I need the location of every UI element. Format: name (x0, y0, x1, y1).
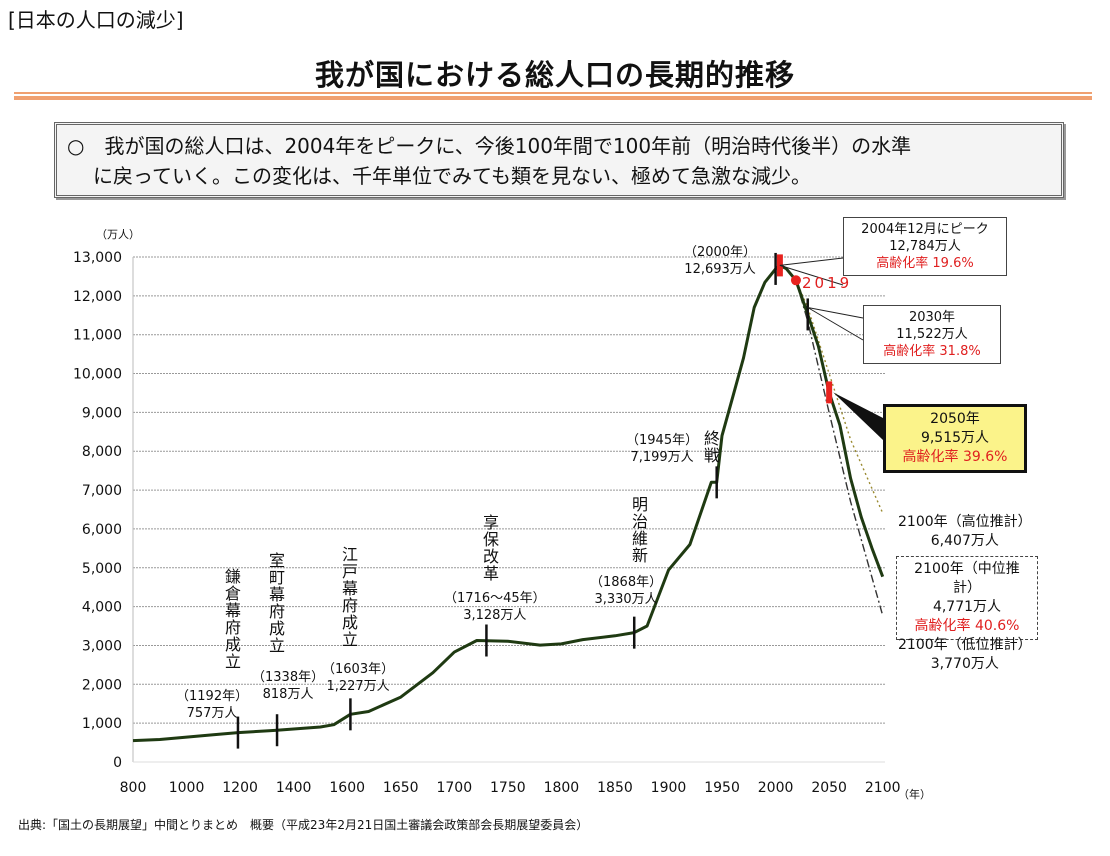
annotation-kamakura: （1192年） 757万人 (176, 689, 249, 721)
source-note: 出典:「国土の長期展望」中間とりまとめ 概要（平成23年2月21日国土審議会政策… (18, 818, 589, 832)
callout-2100-mid: 2100年（中位推計） 4,771万人 高齢化率 40.6% (896, 556, 1038, 640)
y-tick-label: 13,000 (73, 250, 122, 266)
y-tick-label: 6,000 (82, 522, 122, 538)
page-title: 我が国における総人口の長期的推移 (314, 58, 795, 92)
series-line-solid (132, 263, 885, 743)
callout-leader (779, 257, 844, 286)
callout-2030: 2030年 11,522万人 高齢化率 31.8% (863, 305, 1001, 364)
event-edo: 江戸幕府成立 (339, 546, 358, 648)
annotation-2000: （2000年） 12,693万人 (684, 245, 757, 277)
y-axis-label: （万人） (96, 228, 140, 241)
event-muromachi: 室町幕府成立 (266, 552, 285, 654)
x-tick-label: 1900 (651, 780, 687, 796)
x-tick-label: 1650 (383, 780, 419, 796)
x-tick-label: 1000 (169, 780, 205, 796)
y-tick-label: 11,000 (73, 328, 122, 344)
x-axis-label: （年） (898, 788, 931, 801)
annotation-muromachi: （1338年） 818万人 (252, 670, 325, 702)
callout-pointer (833, 392, 883, 440)
y-tick-label: 5,000 (82, 561, 122, 577)
highlight-marker (826, 381, 833, 404)
x-tick-label: 1850 (597, 780, 633, 796)
label-2100-high: 2100年（高位推計） 6,407万人 (898, 514, 1032, 549)
x-tick-label: 2100 (865, 780, 901, 796)
event-meiji: 明治維新 (629, 496, 648, 564)
summary-line: に戻っていく。この変化は、千年単位でみても類を見ない、極めて急激な減少。 (93, 164, 811, 188)
divider (14, 92, 1092, 94)
current-year-dot (790, 275, 801, 286)
event-kyoho: 享保改革 (480, 514, 499, 582)
x-tick-label: 1400 (276, 780, 312, 796)
x-tick-label: 1700 (436, 780, 472, 796)
x-tick-label: 2050 (811, 780, 847, 796)
current-year-label: 2019 (802, 274, 853, 292)
y-tick-label: 0 (113, 755, 122, 771)
callout-peak: 2004年12月にピーク 12,784万人 高齢化率 19.6% (843, 217, 1007, 276)
y-tick-label: 2,000 (82, 677, 122, 693)
event-war: 終戦 (701, 430, 720, 464)
y-tick-label: 12,000 (73, 289, 122, 305)
section-label: [日本の人口の減少] (8, 8, 184, 32)
y-tick-label: 9,000 (82, 405, 122, 421)
y-tick-label: 7,000 (82, 483, 122, 499)
y-tick-label: 4,000 (82, 600, 122, 616)
y-tick-label: 1,000 (82, 716, 122, 732)
annotation-meiji: （1868年） 3,330万人 (590, 575, 663, 607)
x-tick-label: 800 (120, 780, 147, 796)
event-kamakura: 鎌倉幕府成立 (222, 568, 241, 670)
x-tick-label: 1800 (544, 780, 580, 796)
x-tick-label: 1950 (704, 780, 740, 796)
callout-leader (807, 307, 864, 341)
y-tick-label: 3,000 (82, 638, 122, 654)
annotation-edo: （1603年） 1,227万人 (322, 662, 395, 694)
x-tick-label: 1600 (329, 780, 365, 796)
label-2100-low: 2100年（低位推計） 3,770万人 (898, 637, 1032, 672)
y-tick-label: 8,000 (82, 444, 122, 460)
divider (14, 96, 1092, 100)
summary-line: ○ 我が国の総人口は、2004年をピークに、今後100年間で100年前（明治時代… (67, 134, 912, 158)
summary-box: ○ 我が国の総人口は、2004年をピークに、今後100年間で100年前（明治時代… (54, 122, 1064, 198)
callout-2050: 2050年 9,515万人 高齢化率 39.6% (883, 404, 1027, 473)
y-tick-label: 10,000 (73, 367, 122, 383)
series-line-dotted (795, 280, 884, 514)
x-tick-label: 2000 (758, 780, 794, 796)
annotation-war: （1945年） 7,199万人 (626, 433, 699, 465)
x-tick-label: 1200 (222, 780, 258, 796)
x-tick-label: 1750 (490, 780, 526, 796)
annotation-kyoho: （1716～45年） 3,128万人 (444, 591, 546, 623)
